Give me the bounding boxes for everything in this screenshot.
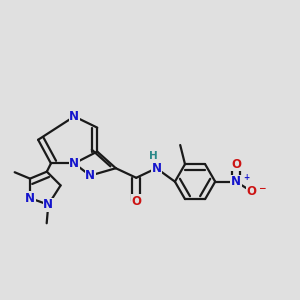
Text: O: O	[246, 185, 256, 198]
Text: H: H	[149, 151, 158, 161]
Text: N: N	[231, 175, 241, 188]
Text: N: N	[69, 157, 79, 170]
Text: −: −	[258, 184, 266, 193]
Text: N: N	[43, 198, 53, 211]
Text: N: N	[152, 162, 161, 175]
Text: O: O	[231, 158, 241, 171]
Text: N: N	[85, 169, 95, 182]
Text: N: N	[69, 110, 79, 123]
Text: O: O	[131, 195, 141, 208]
Text: N: N	[25, 192, 35, 205]
Text: +: +	[243, 173, 249, 182]
